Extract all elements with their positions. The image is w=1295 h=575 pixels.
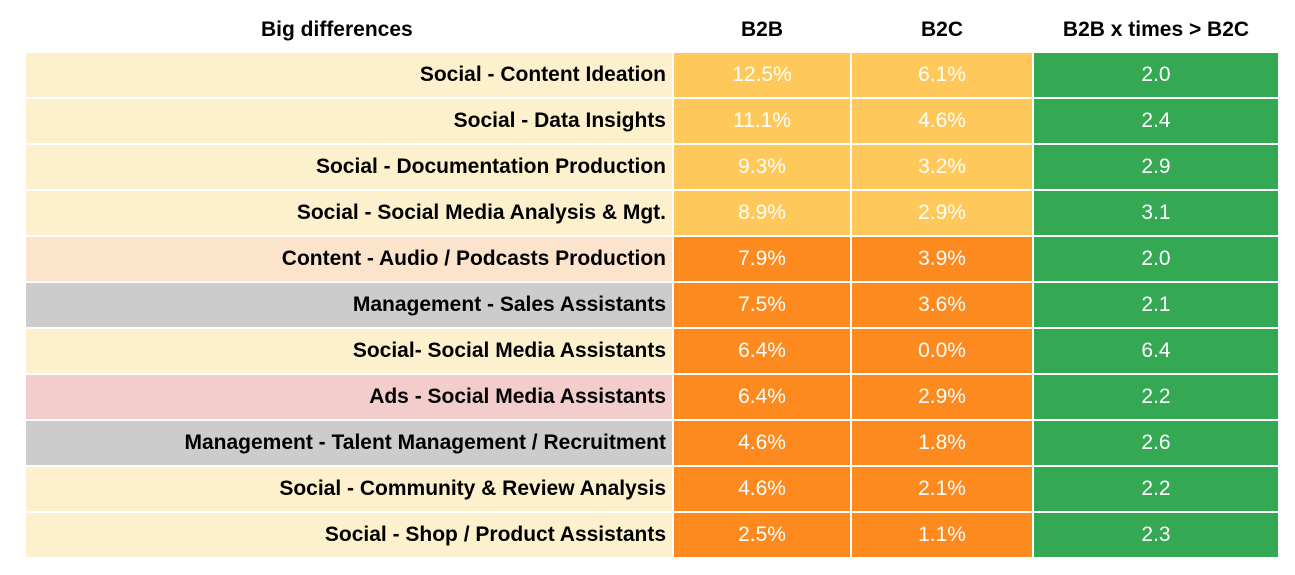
b2b-value: 7.9%: [672, 235, 852, 283]
ratio-value: 2.2: [1032, 373, 1280, 421]
row-label: Social - Data Insights: [24, 97, 674, 145]
row-label: Social - Content Ideation: [24, 51, 674, 99]
comparison-table: Big differences B2B B2C B2B x times > B2…: [24, 8, 1280, 559]
ratio-value: 6.4: [1032, 327, 1280, 375]
ratio-value: 2.0: [1032, 51, 1280, 99]
ratio-value: 2.2: [1032, 465, 1280, 513]
row-label: Social - Shop / Product Assistants: [24, 511, 674, 559]
table-row: Social - Content Ideation 12.5% 6.1% 2.0: [24, 51, 1280, 99]
b2c-value: 3.2%: [850, 143, 1034, 191]
b2b-value: 4.6%: [672, 419, 852, 467]
header-b2b: B2B: [740, 17, 783, 41]
table-row: Social - Community & Review Analysis 4.6%…: [24, 465, 1280, 513]
ratio-value: 2.3: [1032, 511, 1280, 559]
table-row: Content - Audio / Podcasts Production 7.9…: [24, 235, 1280, 283]
b2c-value: 2.1%: [850, 465, 1034, 513]
header-ratio: B2B x times > B2C: [1062, 17, 1250, 41]
b2c-value: 3.6%: [850, 281, 1034, 329]
ratio-value: 3.1: [1032, 189, 1280, 237]
row-label: Ads - Social Media Assistants: [24, 373, 674, 421]
row-label: Management - Sales Assistants: [24, 281, 674, 329]
b2c-value: 2.9%: [850, 373, 1034, 421]
b2c-value: 4.6%: [850, 97, 1034, 145]
b2c-value: 0.0%: [850, 327, 1034, 375]
table-row: Social- Social Media Assistants 6.4% 0.0% 6…: [24, 327, 1280, 375]
b2b-value: 7.5%: [672, 281, 852, 329]
header-big-differences: Big differences: [261, 17, 413, 41]
row-label: Social - Social Media Analysis & Mgt.: [24, 189, 674, 237]
table-row: Management - Talent Management / Recruit…: [24, 419, 1280, 467]
ratio-value: 2.4: [1032, 97, 1280, 145]
b2c-value: 1.8%: [850, 419, 1034, 467]
ratio-value: 2.6: [1032, 419, 1280, 467]
b2b-value: 4.6%: [672, 465, 852, 513]
table-row: Social - Social Media Analysis & Mgt. 8.9…: [24, 189, 1280, 237]
row-label: Management - Talent Management / Recruit…: [24, 419, 674, 467]
b2b-value: 6.4%: [672, 373, 852, 421]
b2b-value: 12.5%: [672, 51, 852, 99]
b2b-value: 8.9%: [672, 189, 852, 237]
row-label: Social - Community & Review Analysis: [24, 465, 674, 513]
table-row: Social - Shop / Product Assistants 2.5% 1.…: [24, 511, 1280, 559]
header-b2c: B2C: [920, 17, 963, 41]
b2b-value: 11.1%: [672, 97, 852, 145]
b2b-value: 2.5%: [672, 511, 852, 559]
ratio-value: 2.9: [1032, 143, 1280, 191]
table-body: Social - Content Ideation 12.5% 6.1% 2.0 Soc…: [24, 51, 1280, 559]
table-row: Ads - Social Media Assistants 6.4% 2.9% 2.2: [24, 373, 1280, 421]
b2c-value: 1.1%: [850, 511, 1034, 559]
table-row: Social - Data Insights 11.1% 4.6% 2.4: [24, 97, 1280, 145]
row-label: Content - Audio / Podcasts Production: [24, 235, 674, 283]
b2b-value: 9.3%: [672, 143, 852, 191]
b2c-value: 2.9%: [850, 189, 1034, 237]
ratio-value: 2.1: [1032, 281, 1280, 329]
row-label: Social - Documentation Production: [24, 143, 674, 191]
b2c-value: 3.9%: [850, 235, 1034, 283]
row-label: Social- Social Media Assistants: [24, 327, 674, 375]
ratio-value: 2.0: [1032, 235, 1280, 283]
b2b-value: 6.4%: [672, 327, 852, 375]
header-row: Big differences B2B B2C B2B x times > B2…: [25, 8, 1279, 52]
table-row: Management - Sales Assistants 7.5% 3.6% 2.1: [24, 281, 1280, 329]
b2c-value: 6.1%: [850, 51, 1034, 99]
table-row: Social - Documentation Production 9.3% 3.2…: [24, 143, 1280, 191]
